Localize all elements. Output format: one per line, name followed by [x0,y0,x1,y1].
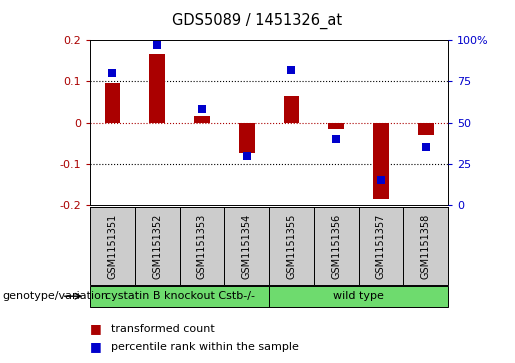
Text: GSM1151351: GSM1151351 [108,213,117,278]
Bar [90,207,135,285]
Bar [239,122,254,154]
Text: transformed count: transformed count [111,323,214,334]
Bar [194,116,210,122]
Text: ■: ■ [90,322,102,335]
Text: cystatin B knockout Cstb-/-: cystatin B knockout Cstb-/- [105,291,254,301]
Text: GSM1151353: GSM1151353 [197,213,207,278]
Text: GSM1151358: GSM1151358 [421,213,431,278]
Text: ■: ■ [90,340,102,353]
Bar [373,122,389,199]
Text: genotype/variation: genotype/variation [3,291,109,301]
Text: wild type: wild type [333,291,384,301]
Bar [90,286,269,307]
Bar [180,207,225,285]
Bar [225,207,269,285]
Text: GDS5089 / 1451326_at: GDS5089 / 1451326_at [173,13,342,29]
Text: GSM1151352: GSM1151352 [152,213,162,279]
Bar [329,122,344,129]
Bar [284,96,299,122]
Bar [314,207,358,285]
Bar [358,207,403,285]
Text: GSM1151354: GSM1151354 [242,213,252,278]
Bar [105,83,121,122]
Text: GSM1151356: GSM1151356 [331,213,341,278]
Text: GSM1151357: GSM1151357 [376,213,386,279]
Bar [403,207,448,285]
Bar [269,207,314,285]
Bar [135,207,180,285]
Bar [149,54,165,122]
Text: GSM1151355: GSM1151355 [286,213,297,279]
Bar [269,286,448,307]
Bar [418,122,434,135]
Text: percentile rank within the sample: percentile rank within the sample [111,342,299,352]
